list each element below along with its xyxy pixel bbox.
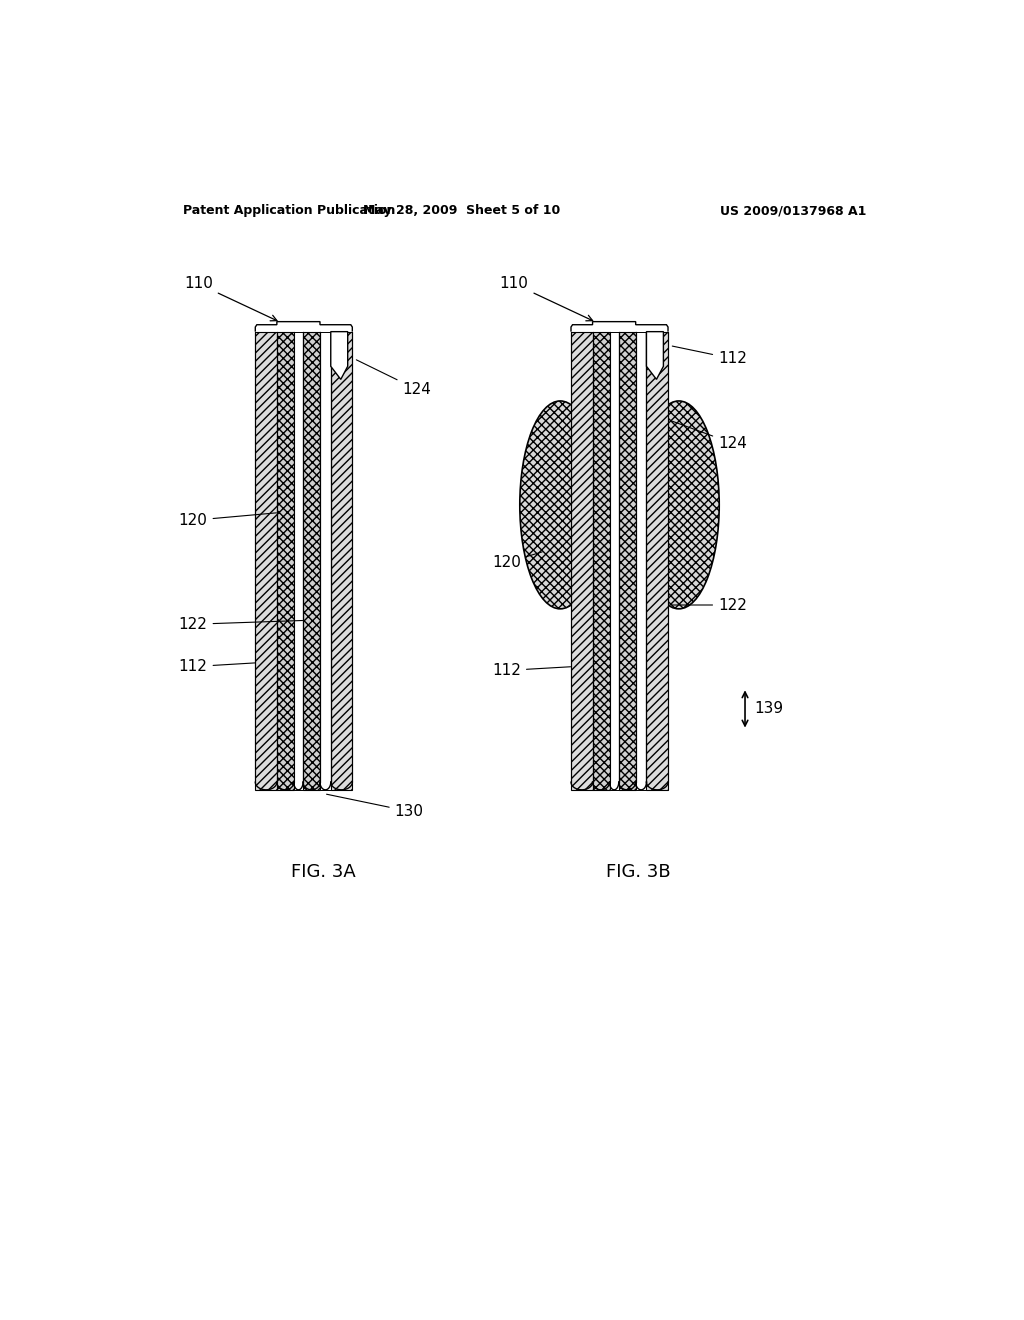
Text: 120: 120 — [493, 552, 542, 570]
Bar — [276, 331, 294, 789]
Bar — [609, 331, 618, 789]
Text: 122: 122 — [178, 616, 302, 632]
Text: 139: 139 — [755, 701, 783, 717]
Bar — [571, 331, 593, 789]
Text: 110: 110 — [500, 276, 593, 321]
Text: 112: 112 — [178, 659, 255, 675]
Text: 130: 130 — [327, 795, 424, 818]
Bar — [618, 331, 636, 789]
Ellipse shape — [520, 401, 601, 609]
Bar — [319, 331, 331, 789]
Bar — [593, 331, 609, 789]
Bar — [646, 331, 668, 789]
Bar — [255, 331, 276, 789]
Ellipse shape — [638, 401, 719, 609]
Text: 110: 110 — [184, 276, 276, 321]
Text: May 28, 2009  Sheet 5 of 10: May 28, 2009 Sheet 5 of 10 — [364, 205, 560, 218]
Text: US 2009/0137968 A1: US 2009/0137968 A1 — [720, 205, 866, 218]
Text: 124: 124 — [672, 421, 746, 451]
Text: Patent Application Publication: Patent Application Publication — [183, 205, 395, 218]
Bar — [331, 331, 352, 789]
Bar — [636, 331, 646, 789]
Text: 112: 112 — [493, 663, 570, 678]
Text: 122: 122 — [673, 598, 746, 612]
Text: 124: 124 — [356, 360, 431, 397]
Text: 120: 120 — [178, 512, 276, 528]
Polygon shape — [646, 331, 664, 379]
Polygon shape — [331, 331, 348, 379]
Text: FIG. 3A: FIG. 3A — [291, 863, 355, 880]
Bar — [303, 331, 319, 789]
Text: 112: 112 — [673, 346, 746, 366]
Bar — [294, 331, 303, 789]
Text: FIG. 3B: FIG. 3B — [606, 863, 671, 880]
